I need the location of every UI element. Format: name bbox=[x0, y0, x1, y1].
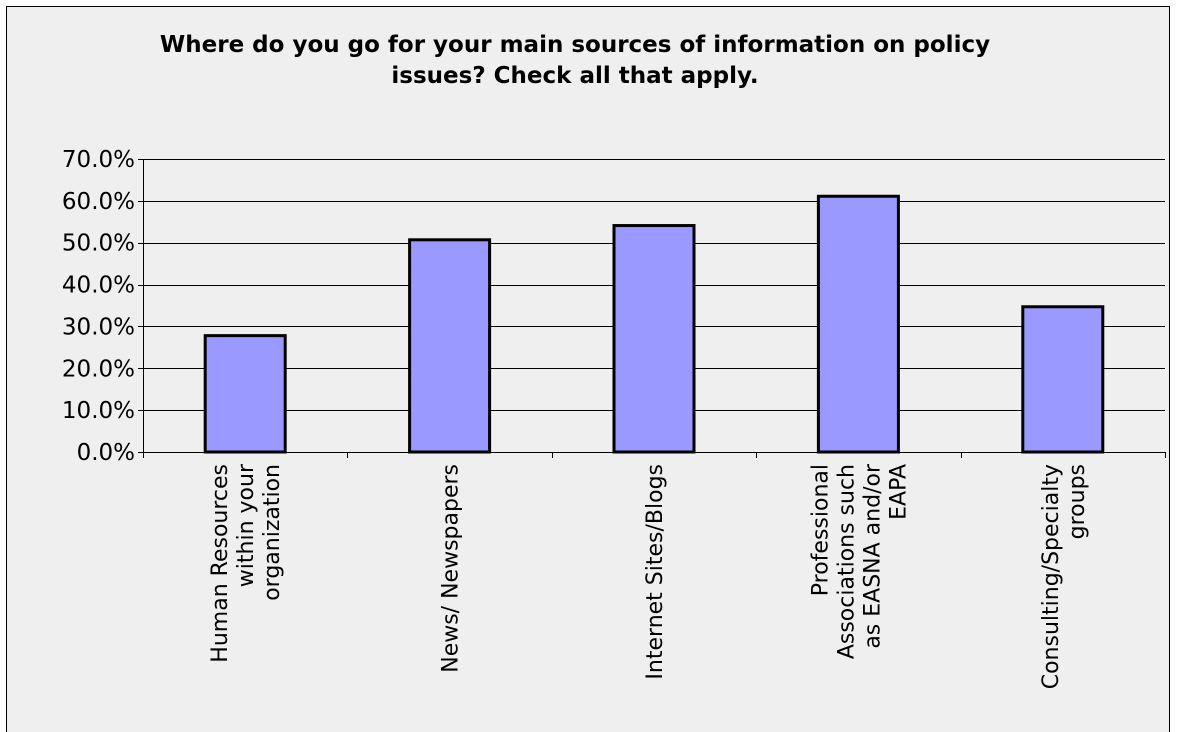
bar bbox=[612, 224, 696, 454]
x-category-label-line: Internet Sites/Blogs bbox=[643, 464, 668, 680]
x-category-label-line: Human Resources bbox=[208, 464, 233, 663]
y-tick-label: 40.0% bbox=[62, 273, 135, 299]
y-tick-label: 10.0% bbox=[62, 398, 135, 424]
x-category-labels: Human Resources within your organization Ne… bbox=[208, 463, 1090, 689]
x-category-label-line: EAPA bbox=[886, 464, 911, 520]
y-tick-label: 70.0% bbox=[62, 147, 135, 173]
bar bbox=[1021, 305, 1105, 454]
bar bbox=[408, 238, 492, 454]
y-tick-label: 0.0% bbox=[77, 440, 135, 466]
x-category-label-line: Consulting/Specialty bbox=[1039, 464, 1064, 689]
x-category-label-line: News/ Newspapers bbox=[439, 464, 464, 673]
bar bbox=[816, 194, 900, 454]
y-tick-label: 50.0% bbox=[62, 231, 135, 257]
x-category-label-line: as EASNA and/or bbox=[860, 463, 885, 649]
x-category-label-line: Professional bbox=[808, 464, 833, 596]
x-category-label-line: Associations such bbox=[834, 464, 859, 659]
x-category-label: Human Resources within your organization bbox=[208, 463, 285, 663]
x-category-label-line: within your bbox=[234, 463, 259, 587]
x-category-label-line: organization bbox=[260, 464, 285, 601]
x-category-label: Consulting/Specialty groups bbox=[1039, 464, 1090, 689]
bars bbox=[203, 194, 1105, 454]
x-category-label: Professional Associations such as EASNA an… bbox=[808, 463, 911, 659]
y-tick-labels: 0.0% 10.0% 20.0% 30.0% 40.0% 50.0% 60.0% 70.0% bbox=[62, 147, 135, 466]
x-category-label: News/ Newspapers bbox=[439, 464, 464, 673]
y-tick-label: 20.0% bbox=[62, 356, 135, 382]
x-category-label: Internet Sites/Blogs bbox=[643, 464, 668, 680]
x-category-label-line: groups bbox=[1065, 464, 1090, 539]
y-tick-label: 60.0% bbox=[62, 189, 135, 215]
y-tick-label: 30.0% bbox=[62, 314, 135, 340]
axes bbox=[138, 159, 1166, 458]
bar bbox=[203, 334, 287, 454]
chart-title: Where do you go for your main sources of… bbox=[159, 32, 991, 89]
